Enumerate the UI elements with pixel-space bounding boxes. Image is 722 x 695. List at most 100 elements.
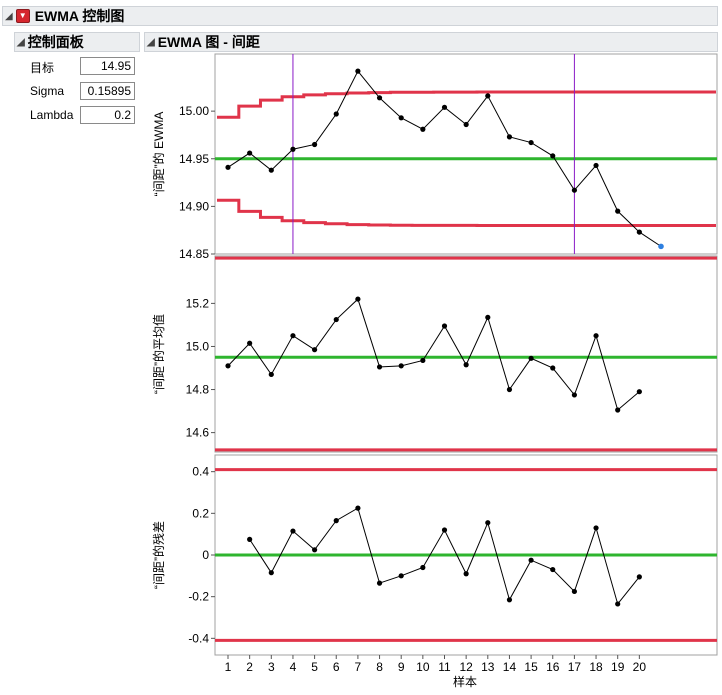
forecast-point [658, 243, 664, 250]
data-point [268, 167, 274, 173]
y-tick-label: 14.85 [179, 247, 209, 261]
y-tick-label: 0.4 [192, 465, 209, 479]
y-tick-label: 14.8 [186, 383, 210, 397]
x-tick-label: 13 [481, 660, 495, 674]
data-point [290, 528, 296, 534]
data-point [398, 115, 404, 121]
data-point [225, 164, 231, 170]
x-tick-label: 9 [398, 660, 405, 674]
data-point [312, 347, 318, 353]
data-point [593, 333, 599, 339]
data-point [312, 547, 318, 553]
x-tick-label: 1 [225, 660, 232, 674]
data-point [550, 566, 556, 573]
data-point [333, 111, 339, 117]
x-tick-label: 12 [459, 660, 473, 674]
collapse-triangle-icon[interactable]: ◢ [147, 36, 155, 48]
y-axis-title: “间距”的 EWMA [151, 112, 166, 197]
x-tick-label: 16 [546, 660, 560, 674]
data-point [290, 146, 296, 152]
data-point [506, 597, 513, 603]
data-point [420, 357, 426, 364]
target-input[interactable]: 14.95 [80, 57, 135, 75]
report-outline-header: ◢ ▼ EWMA 控制图 [2, 6, 718, 26]
data-point [636, 389, 642, 395]
data-point [463, 121, 469, 128]
data-point [247, 340, 253, 346]
control-panel-header[interactable]: ◢ 控制面板 [14, 32, 140, 52]
plot-frame [214, 255, 718, 453]
collapse-triangle-icon[interactable]: ◢ [17, 36, 25, 48]
data-point [355, 505, 361, 511]
y-tick-label: 0 [202, 548, 209, 562]
x-tick-label: 19 [611, 660, 625, 674]
data-point [247, 536, 253, 542]
x-axis-title: 样本 [453, 674, 477, 689]
data-point [376, 580, 383, 586]
data-point [550, 153, 556, 159]
x-tick-label: 15 [524, 660, 538, 674]
data-series-line [227, 298, 640, 411]
data-point [268, 570, 274, 576]
data-point [247, 150, 253, 156]
data-point [615, 407, 621, 413]
data-point [485, 520, 491, 526]
red-triangle-menu-icon[interactable]: ▼ [15, 9, 30, 23]
data-point [506, 134, 513, 140]
x-tick-label: 2 [246, 660, 253, 674]
data-point [355, 296, 361, 302]
data-point [485, 93, 491, 99]
chart-panel-header[interactable]: ◢ EWMA 图 - 间距 [144, 32, 718, 52]
data-point [463, 362, 469, 368]
chart-panel-1: 15.00 14.95 14.90 14.85 “间距”的 EWMA [151, 53, 718, 261]
y-tick-label: 0.2 [192, 506, 209, 520]
x-tick-label: 4 [290, 660, 297, 674]
chart-panel-title: EWMA 图 - 间距 [157, 34, 260, 50]
data-point [355, 68, 361, 74]
data-point [528, 139, 534, 146]
data-point [268, 371, 274, 378]
data-point [376, 95, 383, 101]
x-tick-label: 14 [503, 660, 517, 674]
data-point [550, 365, 556, 371]
data-point [636, 229, 642, 235]
x-tick-label: 10 [416, 660, 430, 674]
y-tick-label: 15.2 [186, 296, 210, 310]
data-point [528, 557, 534, 563]
data-point [312, 141, 318, 148]
data-point [398, 573, 404, 579]
y-tick-label: 14.90 [179, 199, 209, 213]
data-point [571, 588, 578, 595]
data-point [333, 518, 339, 524]
collapse-triangle-icon[interactable]: ◢ [5, 10, 13, 22]
data-point [528, 355, 534, 361]
data-point [636, 574, 642, 580]
x-tick-label: 20 [633, 660, 647, 674]
data-point [615, 601, 621, 607]
y-tick-label: 15.00 [179, 104, 209, 118]
report-title: EWMA 控制图 [34, 8, 125, 24]
data-point [593, 162, 599, 169]
data-point [420, 564, 426, 571]
y-tick-label: 14.95 [179, 152, 209, 166]
data-point [485, 314, 491, 320]
param-label-target: 目标 [30, 61, 55, 75]
data-point [571, 187, 578, 193]
x-tick-label: 3 [268, 660, 275, 674]
chart-panel-2: 15.2 15.0 14.8 14.6 “间距”的平均值 [151, 255, 718, 453]
lambda-input[interactable]: 0.2 [80, 106, 135, 124]
data-point [571, 392, 578, 398]
sigma-input[interactable]: 0.15895 [80, 82, 135, 100]
data-point [441, 527, 448, 533]
y-tick-label: -0.2 [188, 590, 209, 604]
x-tick-label: 17 [568, 660, 582, 674]
data-point [420, 126, 426, 132]
data-point [376, 364, 383, 370]
data-point [615, 208, 621, 214]
y-axis-title: “间距”的平均值 [151, 314, 166, 394]
data-point [398, 363, 404, 369]
y-tick-label: 14.6 [186, 426, 210, 440]
x-tick-label: 6 [333, 660, 340, 674]
